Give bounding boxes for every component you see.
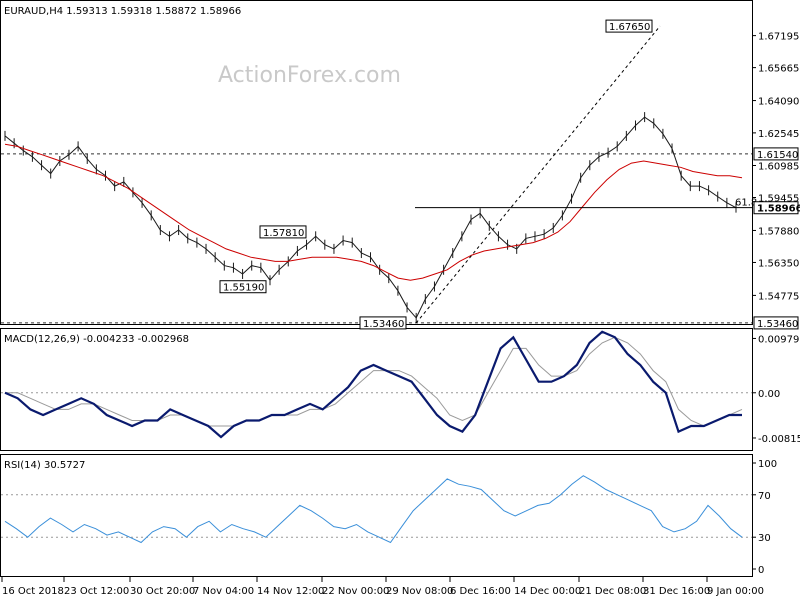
macd-panel: 0.009797 0.00 -0.008152 xyxy=(1,330,800,445)
price-y-tick-label: 1.64090 xyxy=(758,97,799,108)
watermark: ActionForex.com xyxy=(218,63,401,88)
x-tick-label: 7 Nov 04:00 xyxy=(193,586,254,597)
macd-panel-frame xyxy=(0,328,753,451)
price-y-tick-label: 1.60985 xyxy=(758,162,799,173)
price-y-tick-label: 1.57880 xyxy=(758,226,799,237)
macd-header: MACD(12,26,9) -0.004233 -0.002968 xyxy=(4,334,189,345)
callout-label: 1.53460 xyxy=(363,319,404,330)
price-y-tick-label: 1.59455 xyxy=(758,194,799,205)
x-axis: 16 Oct 2018 23 Oct 12:00 30 Oct 20:007 Nov… xyxy=(1,577,764,597)
price-y-tick-label: 1.56350 xyxy=(758,258,799,269)
rsi-header: RSI(14) 30.5727 xyxy=(4,460,85,471)
x-tick-label: 22 Nov 00:00 xyxy=(322,586,389,597)
macd-y-tick-label: 0.00 xyxy=(758,389,780,400)
x-tick-label: 16 Oct 2018 xyxy=(2,586,64,597)
x-tick-label: 30 Oct 20:00 xyxy=(130,586,195,597)
callout-box xyxy=(359,316,407,330)
level-label: 1.61540 xyxy=(757,150,798,161)
callout-box xyxy=(605,19,653,33)
symbol-header: EURAUD,H4 1.59313 1.59318 1.58872 1.5896… xyxy=(4,6,241,17)
callout-box xyxy=(219,280,267,294)
rsi-y-tick-label: 70 xyxy=(758,491,771,502)
price-panel-frame xyxy=(0,0,753,325)
x-tick-label: 14 Dec 00:00 xyxy=(514,586,581,597)
level-label-box xyxy=(753,316,799,330)
price-line xyxy=(4,116,737,319)
callout-label: 1.55190 xyxy=(223,283,264,294)
macd-y-tick-label: 0.009797 xyxy=(758,334,800,345)
fib-label: 61.8 xyxy=(735,198,757,209)
macd-signal-line xyxy=(5,336,743,427)
x-tick-label: 29 Nov 08:00 xyxy=(386,586,453,597)
rsi-y-tick-label: 100 xyxy=(758,459,777,470)
price-y-tick-label: 1.65665 xyxy=(758,64,799,75)
moving-average-line xyxy=(4,143,743,281)
x-tick-label: 6 Dec 16:00 xyxy=(450,586,511,597)
callout-label: 1.57810 xyxy=(263,228,304,239)
rsi-y-tick-label: 30 xyxy=(758,533,771,544)
x-tick-label: 14 Nov 12:00 xyxy=(257,586,324,597)
price-y-tick-label: 1.62545 xyxy=(758,129,799,140)
x-tick-label: 23 Oct 12:00 xyxy=(64,586,129,597)
price-y-tick-label: 1.67195 xyxy=(758,32,799,43)
price-panel: 1.67195 1.65665 1.64090 1.62545 1.60985 1.594… xyxy=(1,19,800,330)
trend-line xyxy=(415,25,661,324)
level-label: 1.53460 xyxy=(757,319,798,330)
rsi-panel-frame xyxy=(0,454,753,577)
price-y-tick-label: 1.54775 xyxy=(758,291,799,302)
rsi-y-tick-label: 0 xyxy=(758,565,764,576)
x-tick-label: 31 Dec 16:00 xyxy=(643,586,710,597)
last-price-label: 1.58966 xyxy=(757,204,800,215)
callout-label: 1.67650 xyxy=(609,22,650,33)
x-tick-label: 9 Jan 00:00 xyxy=(707,586,764,597)
rsi-panel: 100 70 30 0 xyxy=(1,459,777,576)
rsi-line xyxy=(4,475,743,544)
macd-line xyxy=(4,330,742,439)
x-tick-label: 21 Dec 08:00 xyxy=(579,586,646,597)
level-label-box xyxy=(753,147,799,161)
callout-box xyxy=(259,225,307,239)
macd-y-tick-label: -0.008152 xyxy=(758,434,800,445)
last-price-box xyxy=(753,201,799,215)
